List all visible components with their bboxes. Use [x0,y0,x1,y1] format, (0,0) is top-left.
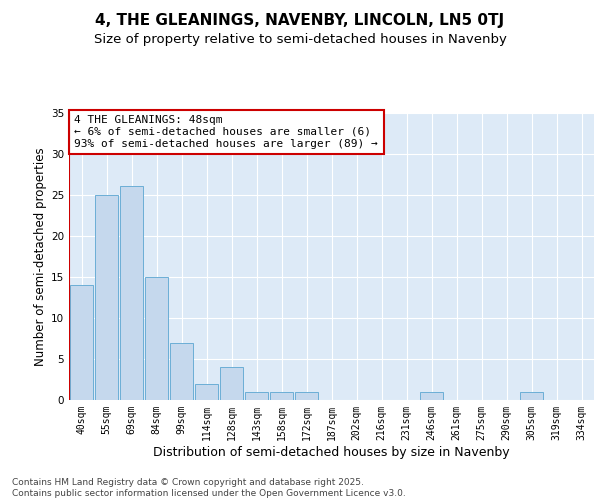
Text: 4 THE GLEANINGS: 48sqm
← 6% of semi-detached houses are smaller (6)
93% of semi-: 4 THE GLEANINGS: 48sqm ← 6% of semi-deta… [74,116,378,148]
Bar [194,384,218,400]
X-axis label: Distribution of semi-detached houses by size in Navenby: Distribution of semi-detached houses by … [153,446,510,458]
Bar [119,186,143,400]
Bar [245,392,268,400]
Bar [70,285,94,400]
Bar [170,342,193,400]
Bar [419,392,443,400]
Bar [295,392,319,400]
Bar [145,277,169,400]
Text: 4, THE GLEANINGS, NAVENBY, LINCOLN, LN5 0TJ: 4, THE GLEANINGS, NAVENBY, LINCOLN, LN5 … [95,12,505,28]
Text: Size of property relative to semi-detached houses in Navenby: Size of property relative to semi-detach… [94,32,506,46]
Bar [220,367,244,400]
Text: Contains HM Land Registry data © Crown copyright and database right 2025.
Contai: Contains HM Land Registry data © Crown c… [12,478,406,498]
Bar [520,392,544,400]
Bar [269,392,293,400]
Bar [95,194,118,400]
Y-axis label: Number of semi-detached properties: Number of semi-detached properties [34,147,47,366]
